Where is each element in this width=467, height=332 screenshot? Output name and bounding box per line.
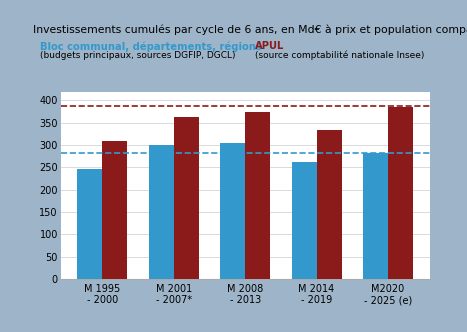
Bar bbox=[363, 153, 388, 279]
Bar bbox=[174, 117, 199, 279]
Text: Investissements cumulés par cycle de 6 ans, en Md€ à prix et population comparab: Investissements cumulés par cycle de 6 a… bbox=[33, 25, 467, 36]
Bar bbox=[291, 162, 317, 279]
Bar bbox=[220, 143, 245, 279]
Text: (budgets principaux, sources DGFIP, DGCL): (budgets principaux, sources DGFIP, DGCL… bbox=[40, 51, 235, 60]
Text: APUL: APUL bbox=[255, 42, 284, 51]
Bar bbox=[102, 141, 127, 279]
Text: (source comptabilité nationale Insee): (source comptabilité nationale Insee) bbox=[255, 51, 424, 60]
Text: Bloc communal, départements, régions: Bloc communal, départements, régions bbox=[40, 42, 262, 52]
Bar bbox=[245, 112, 270, 279]
Bar bbox=[388, 107, 413, 279]
Bar bbox=[149, 145, 174, 279]
Bar bbox=[78, 169, 102, 279]
Bar bbox=[317, 130, 341, 279]
